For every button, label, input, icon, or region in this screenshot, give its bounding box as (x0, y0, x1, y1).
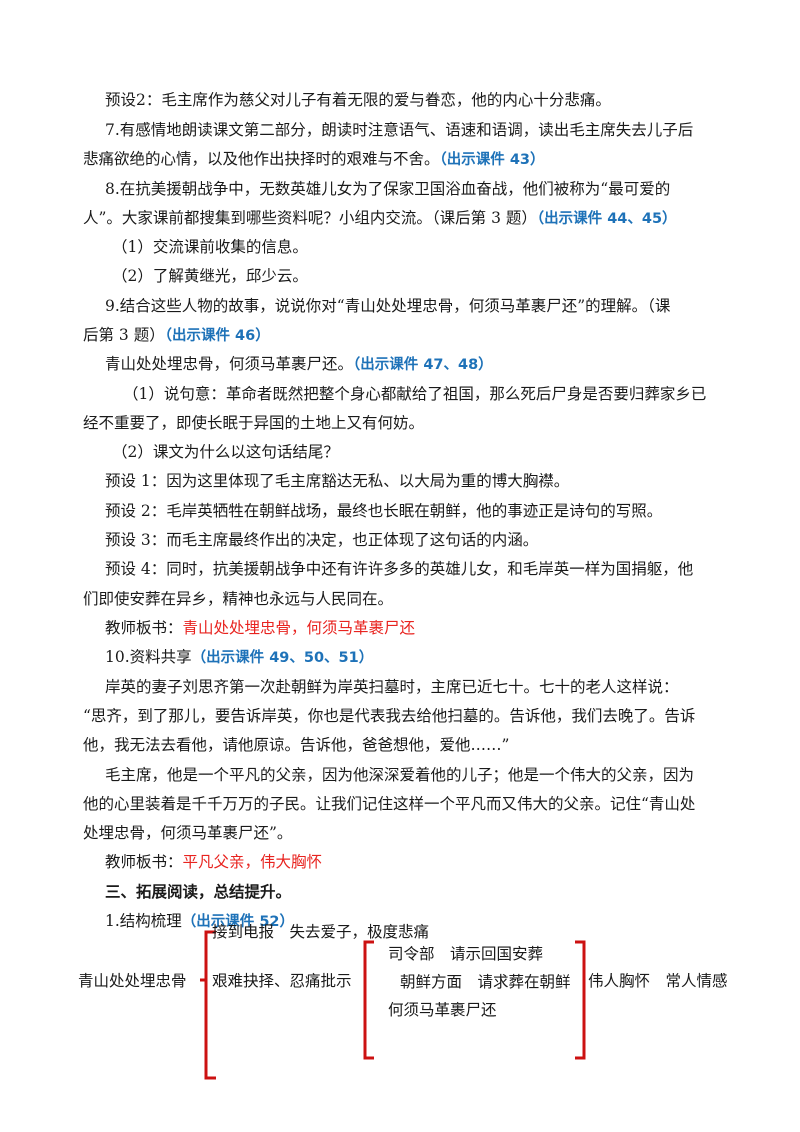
paragraph: （2）课文为什么以这句话结尾？ (112, 443, 339, 461)
teacher-board-note: 教师板书：青山处处埋忠骨，何须马革裹尸还 (105, 619, 416, 637)
paragraph: 7.有感情地朗读课文第二部分，朗读时注意语气、语速和语调，读出毛主席失去儿子后 (105, 121, 694, 139)
paragraph: 后第 3 题）（出示课件 46） (83, 326, 270, 344)
paragraph: 毛主席，他是一个平凡的父亲，因为他深深爱着他的儿子；他是一个伟大的父亲，因为 (105, 766, 695, 784)
board-text: 平凡父亲，伟大胸怀 (182, 853, 323, 871)
paragraph: 10.资料共享（出示课件 49、50、51） (105, 648, 374, 666)
courseware-ref: （出示课件 43） (439, 152, 545, 168)
paragraph: 9.结合这些人物的故事，说说你对“青山处处埋忠骨，何须马革裹尸还”的理解。（课 (105, 297, 671, 315)
courseware-ref: （出示课件 44、45） (536, 211, 677, 227)
diagram-branch: 接到电报 失去爱子，极度悲痛 (212, 923, 430, 941)
teacher-board-note: 教师板书：平凡父亲，伟大胸怀 (105, 853, 323, 871)
paragraph: 经不重要了，即使长眠于异国的土地上又有何妨。 (83, 414, 425, 432)
inner-right-brace (575, 940, 586, 1060)
diagram-branch: 艰难抉择、忍痛批示 (212, 972, 352, 990)
courseware-ref: （出示课件 52） (181, 914, 295, 930)
paragraph: 人”。大家课前都搜集到哪些资料呢？小组内交流。（课后第 3 题）（出示课件 44… (83, 209, 677, 227)
courseware-ref: （出示课件 46） (164, 328, 270, 344)
paragraph: 预设 3：而毛主席最终作出的决定，也正体现了这句话的内涵。 (105, 531, 539, 549)
paragraph: 预设 2：毛岸英牺牲在朝鲜战场，最终也长眠在朝鲜，他的事迹正是诗句的写照。 (105, 502, 663, 520)
diagram-sub-item: 司令部 请示回国安葬 (388, 945, 544, 963)
paragraph: 青山处处埋忠骨，何须马革裹尸还。（出示课件 47、48） (105, 355, 493, 373)
paragraph: 1.结构梳理（出示课件 52） (105, 912, 295, 930)
paragraph: “思齐，到了那儿，要告诉岸英，你也是代表我去给他扫墓的。告诉他，我们去晚了。告诉 (83, 707, 696, 725)
diagram-sub-item: 何须马革裹尸还 (388, 1001, 497, 1019)
courseware-ref: （出示课件 47、48） (353, 357, 493, 373)
left-brace (200, 930, 216, 1080)
diagram-result: 伟人胸怀 常人情感 (588, 972, 728, 990)
board-text: 青山处处埋忠骨，何须马革裹尸还 (182, 619, 416, 637)
paragraph: （2）了解黄继光，邱少云。 (112, 267, 308, 285)
courseware-ref: （出示课件 49、50、51） (191, 650, 374, 666)
paragraph: 他，我无法去看他，请他原谅。告诉他，爸爸想他，爱他……” (83, 736, 510, 754)
paragraph: 岸英的妻子刘思齐第一次赴朝鲜为岸英扫墓时，主席已近七十。七十的老人这样说： (105, 678, 679, 696)
paragraph: 处埋忠骨，何须马革裹尸还”。 (83, 824, 293, 842)
inner-left-brace (363, 940, 374, 1060)
paragraph: 们即使安葬在异乡，精神也永远与人民同在。 (83, 590, 394, 608)
paragraph: （1）交流课前收集的信息。 (112, 238, 308, 256)
section-heading: 三、拓展阅读，总结提升。 (105, 882, 292, 901)
paragraph: 8.在抗美援朝战争中，无数英雄儿女为了保家卫国浴血奋战，他们被称为“最可爱的 (105, 180, 671, 198)
diagram-root: 青山处处埋忠骨 (78, 972, 187, 990)
paragraph: 他的心里装着是千千万万的子民。让我们记住这样一个平凡而又伟大的父亲。记住“青山处 (83, 795, 696, 813)
paragraph: 预设2：毛主席作为慈父对儿子有着无限的爱与眷恋，他的内心十分悲痛。 (105, 91, 611, 109)
paragraph: 预设 4：同时，抗美援朝战争中还有许许多多的英雄儿女，和毛岸英一样为国捐躯，他 (105, 560, 694, 578)
paragraph: 悲痛欲绝的心情，以及他作出抉择时的艰难与不舍。（出示课件 43） (83, 150, 545, 168)
paragraph: 预设 1：因为这里体现了毛主席豁达无私、以大局为重的博大胸襟。 (105, 472, 570, 490)
paragraph: （1）说句意：革命者既然把整个身心都献给了祖国，那么死后尸身是否要归葬家乡已 (123, 385, 707, 403)
diagram-sub-item: 朝鲜方面 请求葬在朝鲜 (400, 973, 571, 991)
